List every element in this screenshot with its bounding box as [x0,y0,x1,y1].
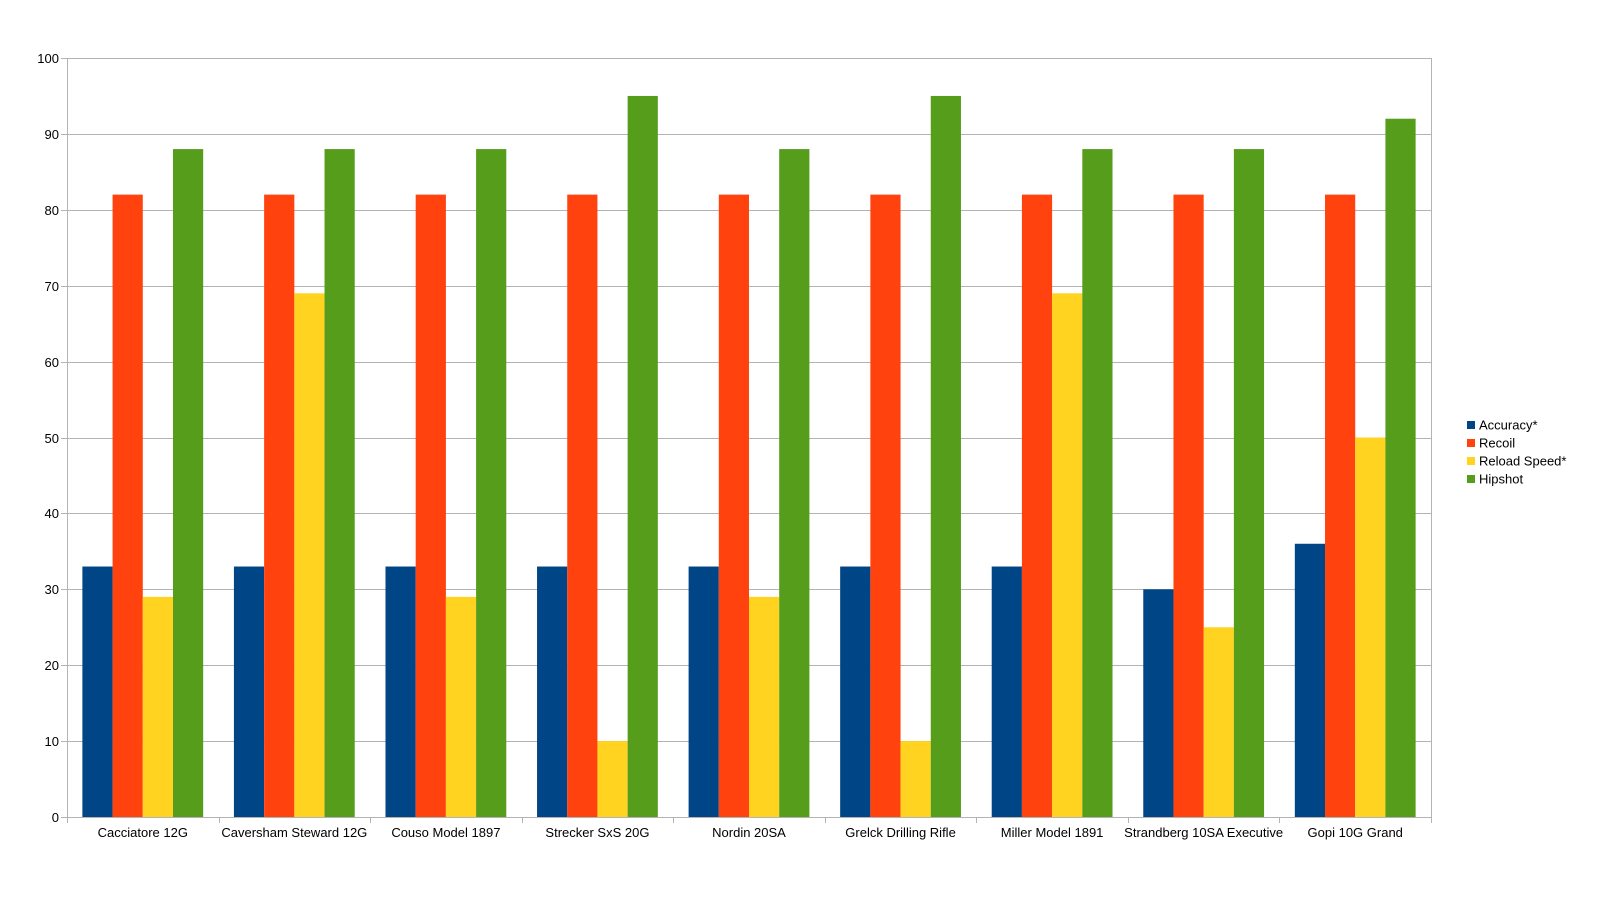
y-tick-label: 60 [45,355,59,370]
x-category-label: Cacciatore 12G [98,825,188,840]
bar-recoil-2 [264,194,295,817]
bar-hipshot-7 [1082,149,1113,817]
y-tick-label: 0 [52,810,59,825]
bar-hipshot-8 [1233,149,1265,817]
x-category-label: Miller Model 1891 [1001,825,1104,840]
bar-hipshot-9 [1385,118,1416,818]
bar-recoil-6 [870,194,901,817]
bar-reload-speed-1 [142,596,173,817]
bar-accuracy-3 [385,566,416,817]
bars [82,95,1416,818]
bar-accuracy-2 [233,566,265,817]
bar-reload-speed-4 [597,741,628,817]
x-category-label: Caversham Steward 12G [221,825,367,840]
y-tick-label: 40 [45,506,59,521]
bar-reload-speed-7 [1052,293,1083,817]
bar-hipshot-2 [324,149,355,817]
bar-accuracy-7 [991,566,1022,817]
y-tick-label: 10 [45,734,59,749]
y-tick-label: 20 [45,658,59,673]
x-category-label: Nordin 20SA [712,825,786,840]
bar-recoil-8 [1173,194,1204,817]
bar-reload-speed-5 [749,596,780,817]
bar-hipshot-4 [627,95,658,817]
bar-reload-speed-2 [294,293,325,817]
bar-reload-speed-6 [900,741,931,817]
bar-recoil-3 [415,194,446,817]
y-tick-label: 50 [45,431,59,446]
y-tick-label: 70 [45,279,59,294]
bar-recoil-1 [112,194,143,817]
legend-swatch [1467,439,1475,447]
legend-label: Accuracy* [1479,418,1538,433]
y-tick-label: 90 [45,127,59,142]
legend-label: Reload Speed* [1479,454,1566,469]
x-category-label: Strecker SxS 20G [545,825,649,840]
legend-swatch [1467,457,1475,465]
bar-recoil-5 [718,194,749,817]
bar-accuracy-4 [537,566,568,817]
bar-hipshot-1 [172,149,204,817]
bar-recoil-4 [567,194,598,817]
y-tick-label: 100 [37,51,59,66]
legend-swatch [1467,421,1475,429]
x-category-label: Couso Model 1897 [391,825,500,840]
legend-label: Recoil [1479,436,1515,451]
axes: 0 10 20 30 40 50 60 70 80 90 100 Cacciatore 12G Cave… [37,51,1432,840]
bar-reload-speed-3 [445,596,477,817]
legend-swatch [1467,475,1475,483]
bar-hipshot-3 [476,149,507,817]
bar-accuracy-1 [82,566,113,817]
x-category-label: Gopi 10G Grand [1308,825,1403,840]
bar-reload-speed-8 [1203,627,1234,817]
x-category-label: Grelck Drilling Rifle [845,825,956,840]
bar-hipshot-5 [779,149,810,817]
y-tick-label: 80 [45,203,59,218]
bar-recoil-7 [1021,194,1053,817]
legend-label: Hipshot [1479,472,1523,487]
bar-accuracy-8 [1143,589,1174,817]
bar-recoil-9 [1325,194,1356,817]
bar-hipshot-6 [930,95,961,817]
bar-reload-speed-9 [1355,437,1386,817]
bar-accuracy-5 [688,566,719,817]
legend: Accuracy* Recoil Reload Speed* Hipshot [1467,418,1566,487]
bar-accuracy-6 [840,566,871,817]
x-category-label: Strandberg 10SA Executive [1124,825,1283,840]
y-tick-label: 30 [45,582,59,597]
bar-accuracy-9 [1294,543,1326,817]
